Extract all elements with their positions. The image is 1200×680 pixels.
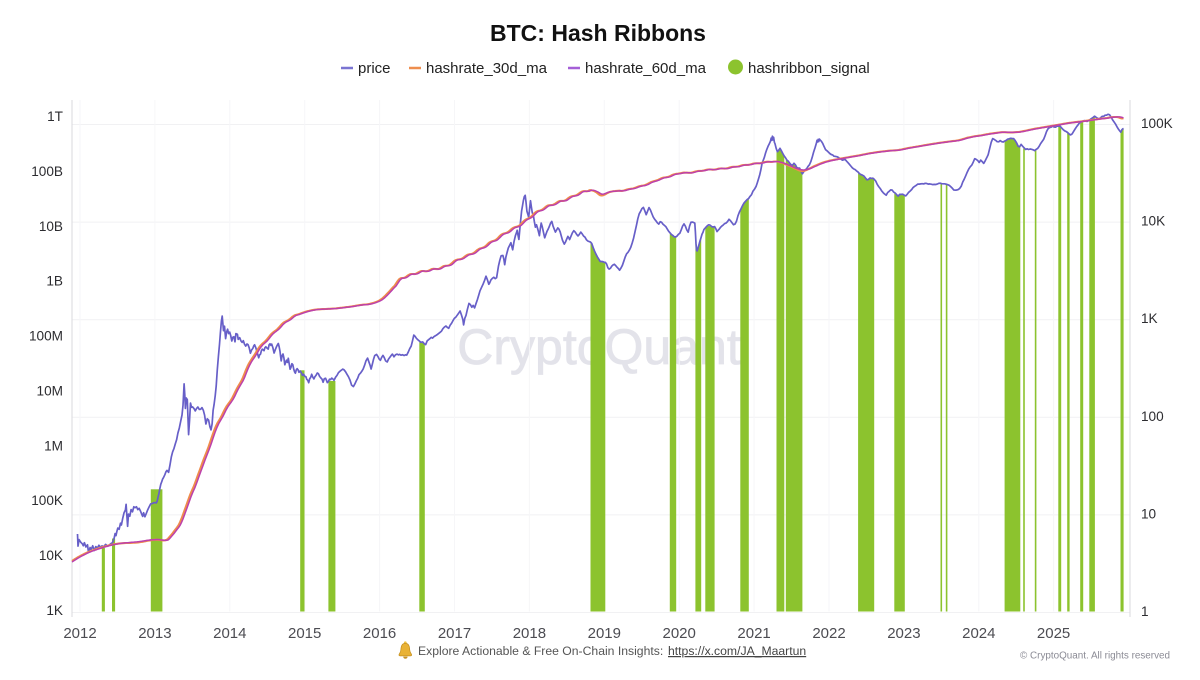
svg-text:2017: 2017 <box>438 625 471 642</box>
svg-text:hashrate_60d_ma: hashrate_60d_ma <box>585 60 707 77</box>
svg-text:2024: 2024 <box>962 625 995 642</box>
svg-text:1K: 1K <box>46 603 63 618</box>
svg-text:BTC: Hash Ribbons: BTC: Hash Ribbons <box>490 20 706 46</box>
svg-text:https://x.com/JA_Maartun: https://x.com/JA_Maartun <box>668 644 806 658</box>
svg-text:100K: 100K <box>31 493 63 508</box>
svg-text:2023: 2023 <box>887 625 920 642</box>
svg-text:10B: 10B <box>39 219 63 234</box>
svg-text:1K: 1K <box>1141 311 1158 326</box>
svg-text:1T: 1T <box>47 109 63 124</box>
svg-text:100: 100 <box>1141 409 1164 424</box>
svg-text:2018: 2018 <box>513 625 546 642</box>
svg-text:10K: 10K <box>39 548 63 563</box>
svg-text:hashrate_30d_ma: hashrate_30d_ma <box>426 60 548 77</box>
svg-text:1M: 1M <box>44 438 63 453</box>
svg-text:100B: 100B <box>31 164 63 179</box>
svg-text:2025: 2025 <box>1037 625 1070 642</box>
svg-text:2020: 2020 <box>663 625 696 642</box>
svg-text:hashribbon_signal: hashribbon_signal <box>748 60 870 77</box>
svg-text:2021: 2021 <box>737 625 770 642</box>
svg-text:100M: 100M <box>29 329 63 344</box>
svg-text:2015: 2015 <box>288 625 321 642</box>
svg-text:2013: 2013 <box>138 625 171 642</box>
svg-text:100K: 100K <box>1141 116 1173 131</box>
svg-text:10K: 10K <box>1141 214 1165 229</box>
svg-text:Explore Actionable & Free On-C: Explore Actionable & Free On-Chain Insig… <box>418 644 663 658</box>
svg-text:10M: 10M <box>37 383 63 398</box>
svg-text:2012: 2012 <box>63 625 96 642</box>
svg-text:2016: 2016 <box>363 625 396 642</box>
svg-text:price: price <box>358 60 391 77</box>
svg-text:2022: 2022 <box>812 625 845 642</box>
svg-text:© CryptoQuant. All rights rese: © CryptoQuant. All rights reserved <box>1020 651 1170 662</box>
svg-text:2019: 2019 <box>588 625 621 642</box>
svg-text:2014: 2014 <box>213 625 246 642</box>
svg-text:10: 10 <box>1141 506 1157 521</box>
svg-text:1B: 1B <box>46 274 63 289</box>
svg-text:1: 1 <box>1141 604 1149 619</box>
